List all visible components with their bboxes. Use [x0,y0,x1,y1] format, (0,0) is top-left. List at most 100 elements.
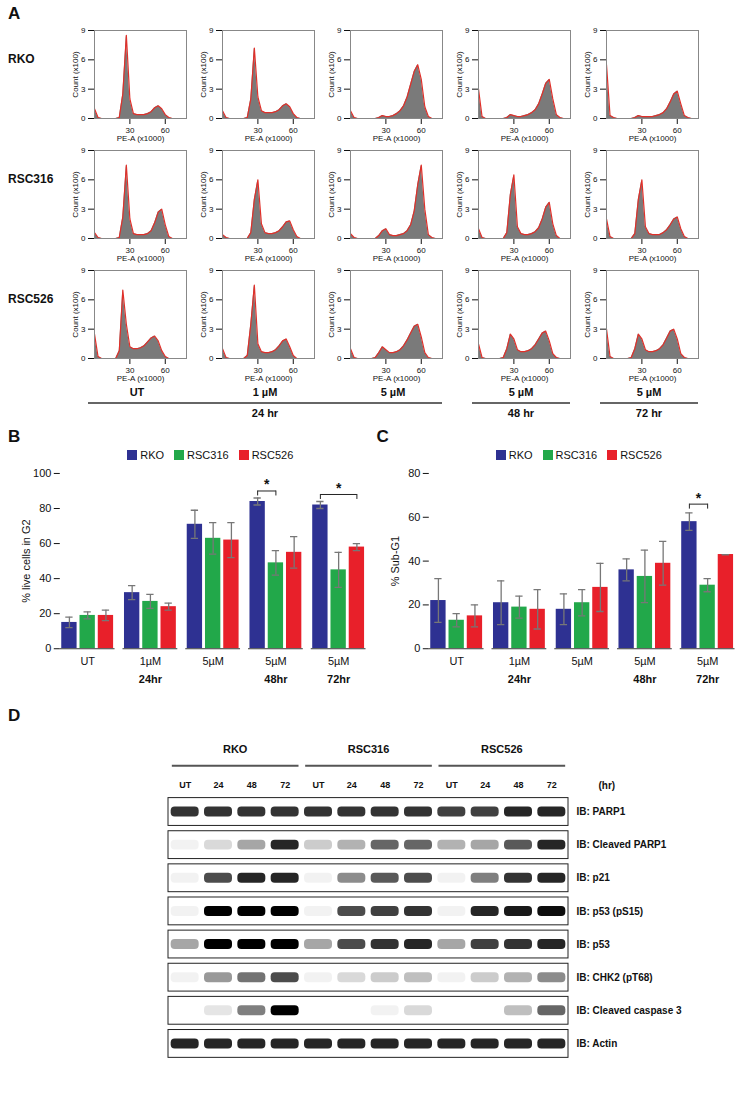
svg-text:6: 6 [337,55,342,64]
svg-text:6: 6 [209,175,214,184]
svg-text:Count (x100): Count (x100) [199,171,208,218]
svg-text:72hr: 72hr [327,673,351,685]
svg-text:RSC316: RSC316 [348,743,390,755]
svg-text:0: 0 [81,234,86,243]
svg-text:0: 0 [337,114,342,123]
svg-text:48: 48 [247,780,257,790]
svg-text:6: 6 [81,295,86,304]
svg-text:% Sub-G1: % Sub-G1 [389,536,401,586]
svg-text:UT: UT [179,780,191,790]
svg-text:9: 9 [593,26,598,35]
svg-text:IB: Cleaved caspase 3: IB: Cleaved caspase 3 [577,1005,682,1016]
svg-text:3: 3 [593,85,598,94]
svg-text:IB: CHK2 (pT68): IB: CHK2 (pT68) [577,972,653,983]
svg-text:% live cells in G2: % live cells in G2 [20,519,32,602]
svg-text:PE-A (x1000): PE-A (x1000) [117,374,165,383]
svg-text:PE-A (x1000): PE-A (x1000) [629,134,677,143]
svg-text:PE-A (x1000): PE-A (x1000) [629,254,677,263]
svg-text:PE-A (x1000): PE-A (x1000) [501,374,549,383]
svg-text:5µM: 5µM [696,655,718,667]
svg-text:PE-A (x1000): PE-A (x1000) [501,254,549,263]
svg-text:20: 20 [39,607,51,619]
svg-text:3: 3 [337,85,342,94]
svg-text:3: 3 [465,205,470,214]
svg-text:RSC526: RSC526 [481,743,523,755]
svg-text:Count (x100): Count (x100) [199,51,208,98]
svg-text:PE-A (x1000): PE-A (x1000) [117,134,165,143]
svg-text:0: 0 [209,234,214,243]
svg-text:5µM: 5µM [328,655,350,667]
svg-text:1µM: 1µM [140,655,162,667]
svg-text:9: 9 [337,146,342,155]
svg-text:0: 0 [593,114,598,123]
svg-text:6: 6 [593,175,598,184]
svg-text:40: 40 [408,555,420,567]
svg-text:24hr: 24hr [507,673,531,685]
svg-text:0: 0 [465,354,470,363]
svg-text:48hr: 48hr [633,673,657,685]
svg-text:3: 3 [81,205,86,214]
svg-text:48hr: 48hr [264,673,288,685]
svg-text:24: 24 [480,780,490,790]
svg-text:Count (x100): Count (x100) [71,291,80,338]
svg-text:3: 3 [81,325,86,334]
svg-text:0: 0 [209,354,214,363]
svg-text:IB: p21: IB: p21 [577,873,611,884]
svg-text:IB: p53 (pS15): IB: p53 (pS15) [577,906,644,917]
svg-text:72hr: 72hr [696,673,720,685]
svg-text:Count (x100): Count (x100) [199,291,208,338]
svg-text:80: 80 [39,502,51,514]
svg-text:9: 9 [593,266,598,275]
svg-text:0: 0 [593,234,598,243]
svg-text:PE-A (x1000): PE-A (x1000) [629,374,677,383]
svg-text:0: 0 [414,642,420,654]
svg-text:IB: Actin: IB: Actin [577,1038,618,1049]
svg-text:1µM: 1µM [508,655,530,667]
svg-text:6: 6 [337,295,342,304]
svg-text:24: 24 [347,780,357,790]
svg-text:9: 9 [81,266,86,275]
svg-text:3: 3 [337,325,342,334]
svg-text:0: 0 [337,354,342,363]
svg-text:(hr): (hr) [599,780,616,791]
svg-text:5µM: 5µM [634,655,656,667]
svg-text:UT: UT [446,780,458,790]
svg-text:24: 24 [213,780,223,790]
svg-text:PE-A (x1000): PE-A (x1000) [501,134,549,143]
svg-text:PE-A (x1000): PE-A (x1000) [245,134,293,143]
svg-text:6: 6 [465,175,470,184]
svg-text:Count (x100): Count (x100) [455,51,464,98]
svg-text:3: 3 [465,85,470,94]
svg-text:5µM: 5µM [265,655,287,667]
svg-text:3: 3 [209,205,214,214]
svg-text:0: 0 [81,114,86,123]
svg-text:24hr: 24hr [139,673,163,685]
svg-text:72: 72 [280,780,290,790]
svg-text:0: 0 [465,114,470,123]
svg-text:3: 3 [593,325,598,334]
svg-text:48: 48 [380,780,390,790]
svg-text:9: 9 [209,26,214,35]
svg-text:9: 9 [465,266,470,275]
svg-text:6: 6 [81,55,86,64]
svg-text:0: 0 [337,234,342,243]
svg-text:PE-A (x1000): PE-A (x1000) [117,254,165,263]
svg-text:100: 100 [33,467,51,479]
svg-text:6: 6 [593,295,598,304]
svg-text:72: 72 [413,780,423,790]
svg-text:9: 9 [209,146,214,155]
svg-text:5µM: 5µM [202,655,224,667]
svg-text:0: 0 [465,234,470,243]
svg-text:UT: UT [313,780,325,790]
svg-text:Count (x100): Count (x100) [71,51,80,98]
svg-text:3: 3 [593,205,598,214]
svg-text:9: 9 [337,266,342,275]
svg-text:6: 6 [465,295,470,304]
svg-text:3: 3 [465,325,470,334]
svg-text:3: 3 [209,325,214,334]
svg-text:Count (x100): Count (x100) [327,51,336,98]
svg-text:9: 9 [465,26,470,35]
svg-text:9: 9 [593,146,598,155]
svg-text:Count (x100): Count (x100) [455,171,464,218]
svg-text:6: 6 [337,175,342,184]
